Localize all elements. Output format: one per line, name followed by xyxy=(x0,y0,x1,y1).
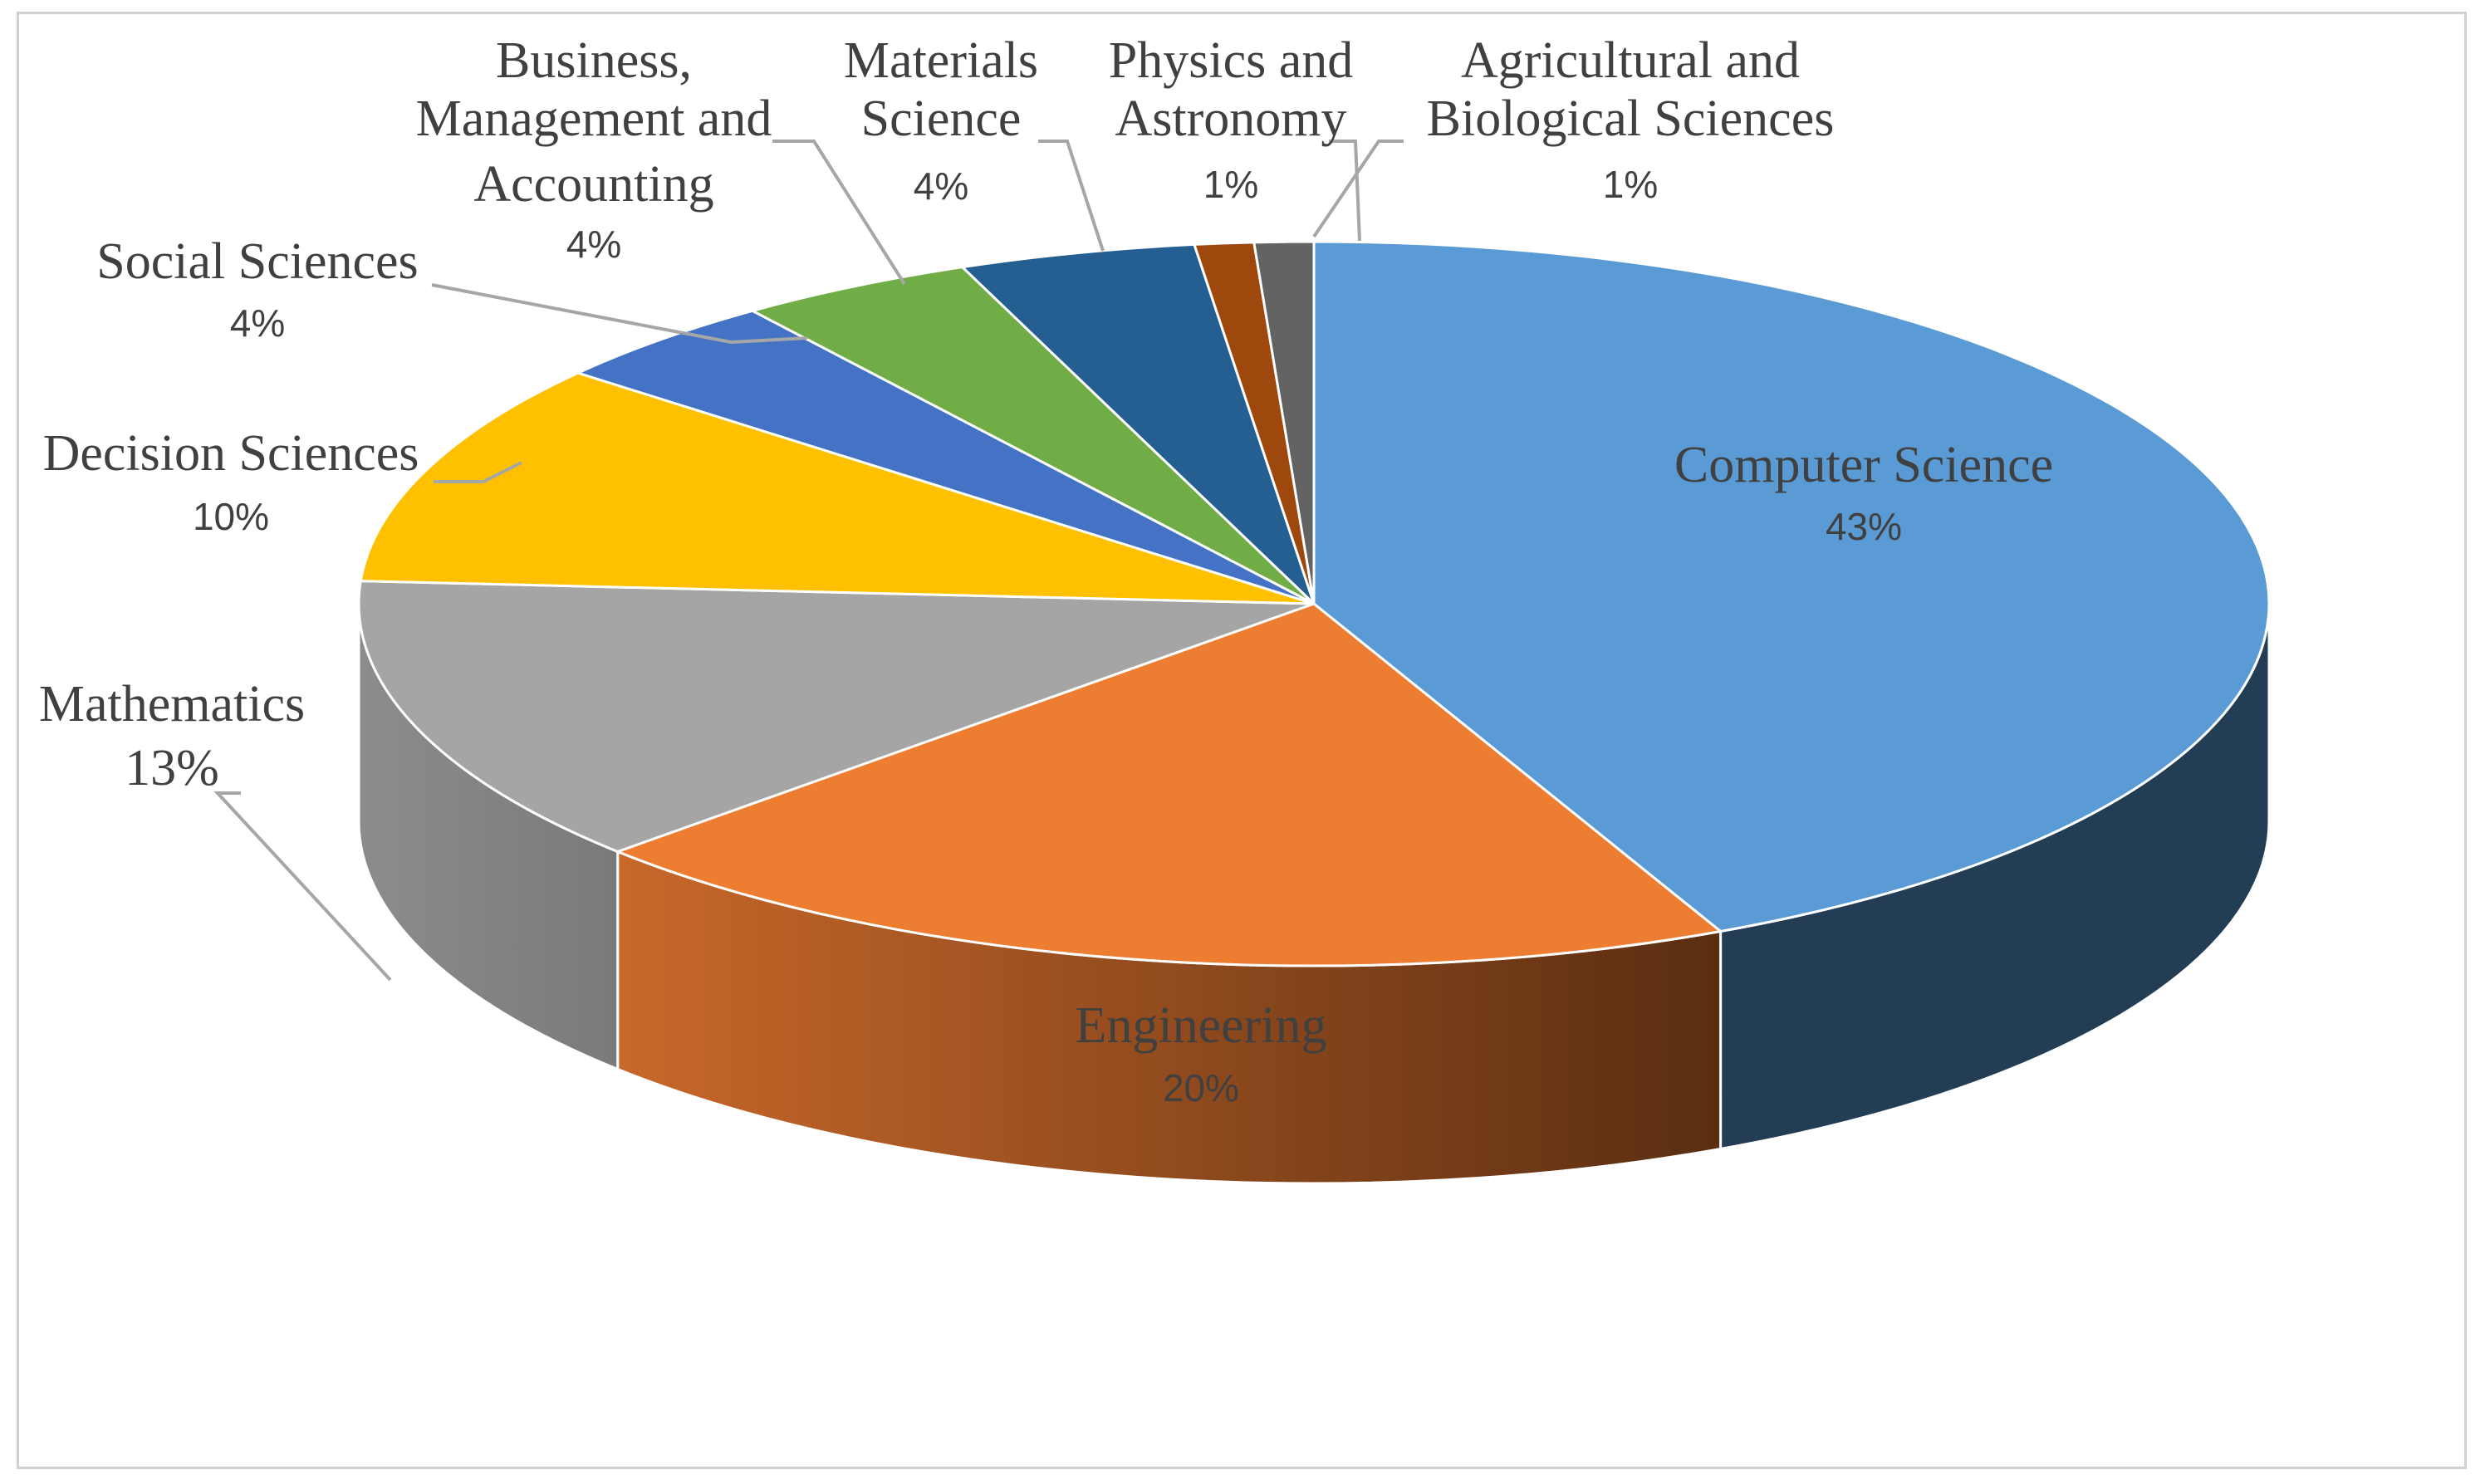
data-labels: Computer Science 43% Engineering 20% Mathema… xyxy=(39,32,2053,1109)
percent-label-computer-science: 43% xyxy=(1826,505,1902,548)
leader-line-decision-sciences xyxy=(434,461,522,483)
pie-slice-business-management-and-accounting xyxy=(748,266,1316,605)
pie-slice-social-sciences xyxy=(574,309,1315,605)
category-label-decision-sciences: Decision Sciences xyxy=(43,425,419,482)
percent-label-decision-sciences: 10% xyxy=(193,495,269,538)
percent-label-physics-and-astronomy: 1% xyxy=(1203,163,1258,206)
category-label-computer-science: Computer Science xyxy=(1674,437,2053,493)
pie-slice-computer-science xyxy=(1312,240,2271,933)
category-label-engineering: Engineering xyxy=(1075,997,1326,1054)
pie-slice-mathematics xyxy=(357,580,1315,854)
category-label-business-management-and-accounting-line-2: Management and xyxy=(416,91,772,147)
category-label-social-sciences: Social Sciences xyxy=(96,233,418,290)
pie-tops xyxy=(357,240,2271,967)
percent-label-agricultural-and-biological-sciences: 1% xyxy=(1603,163,1658,206)
category-label-physics-and-astronomy-line-2: Astronomy xyxy=(1115,91,1347,147)
pie-slice-materials-science xyxy=(959,242,1316,605)
percent-label-social-sciences: 4% xyxy=(230,301,285,345)
percent-label-business-management-and-accounting: 4% xyxy=(566,223,621,266)
leader-line-agricultural-and-biological-sciences xyxy=(1312,140,1404,238)
percent-label-materials-science: 4% xyxy=(914,164,968,208)
leader-line-physics-and-astronomy xyxy=(1329,140,1361,242)
pie-slice-decision-sciences xyxy=(359,371,1315,605)
category-label-materials-science-line-2: Science xyxy=(861,91,1022,147)
category-label-physics-and-astronomy-line-1: Physics and xyxy=(1109,32,1354,89)
category-label-mathematics: Mathematics xyxy=(39,676,305,732)
percent-label-mathematics: 13% xyxy=(125,740,219,796)
category-label-business-management-and-accounting-line-3: Accounting xyxy=(473,156,713,213)
leader-line-business-management-and-accounting xyxy=(772,140,906,286)
leader-line-mathematics xyxy=(213,791,392,982)
leader-line-materials-science xyxy=(1038,140,1105,252)
leader-line-social-sciences xyxy=(431,283,808,345)
category-label-agricultural-and-biological-sciences-line-2: Biological Sciences xyxy=(1427,91,1835,147)
percent-label-engineering: 20% xyxy=(1163,1066,1239,1109)
category-label-agricultural-and-biological-sciences-line-1: Agricultural and xyxy=(1461,32,1800,89)
category-label-materials-science-line-1: Materials xyxy=(844,32,1038,89)
category-label-business-management-and-accounting-line-1: Business, xyxy=(496,32,692,89)
leader-lines xyxy=(213,140,1404,982)
pie-slice-engineering xyxy=(614,602,1724,967)
pie-slice-agricultural-and-biological-sciences xyxy=(1252,240,1316,605)
